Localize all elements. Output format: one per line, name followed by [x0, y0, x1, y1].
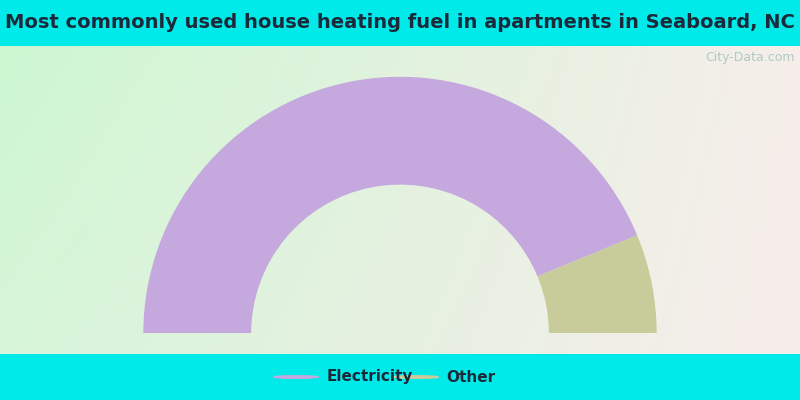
Text: Electricity: Electricity [326, 370, 413, 384]
Circle shape [394, 376, 438, 378]
Circle shape [274, 376, 318, 378]
Wedge shape [143, 77, 637, 334]
Wedge shape [538, 235, 657, 334]
Text: Other: Other [446, 370, 495, 384]
Text: City-Data.com: City-Data.com [706, 51, 795, 64]
Text: Most commonly used house heating fuel in apartments in Seaboard, NC: Most commonly used house heating fuel in… [5, 14, 795, 32]
